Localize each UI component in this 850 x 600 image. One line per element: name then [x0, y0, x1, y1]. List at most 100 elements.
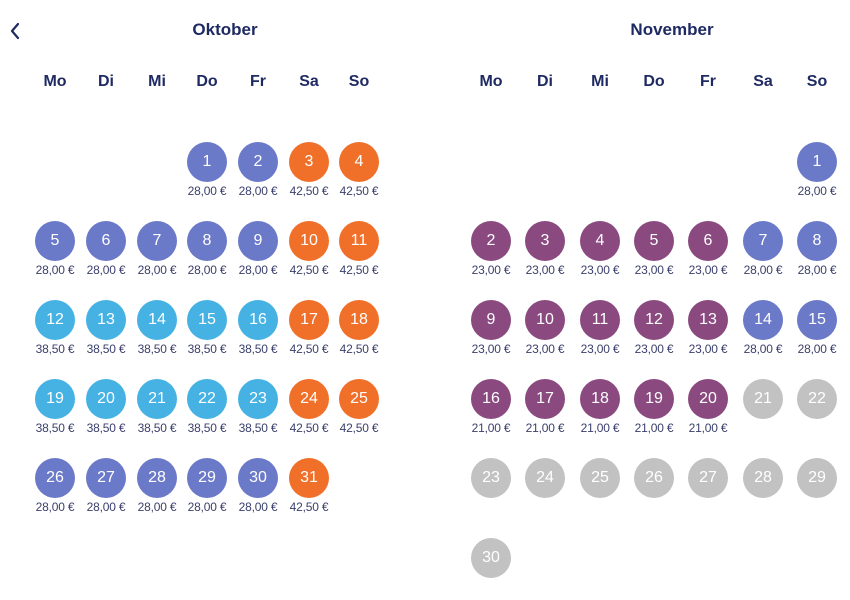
day-number: 25: [339, 379, 379, 419]
day-price: 23,00 €: [580, 342, 620, 356]
day-cell[interactable]: 3 42,50 €: [284, 142, 334, 204]
day-cell[interactable]: 28 28,00 €: [132, 458, 182, 520]
weekday-label: Sa: [753, 73, 773, 90]
day-cell[interactable]: 10 23,00 €: [520, 300, 570, 362]
day-cell[interactable]: 29 28,00 €: [182, 458, 232, 520]
day-price: 23,00 €: [580, 263, 620, 277]
day-price: 28,00 €: [238, 184, 278, 198]
weekday-label: Di: [537, 73, 553, 90]
day-price: 28,00 €: [797, 342, 837, 356]
weekday-label: Mo: [43, 73, 67, 90]
day-number: 11: [580, 300, 620, 340]
day-price: 23,00 €: [688, 263, 728, 277]
day-cell[interactable]: 15 28,00 €: [792, 300, 842, 362]
day-price: 28,00 €: [238, 500, 278, 514]
day-number: 17: [525, 379, 565, 419]
day-cell[interactable]: 22 38,50 €: [182, 379, 232, 441]
weekday-label: Mi: [148, 73, 166, 90]
day-cell[interactable]: 1 28,00 €: [792, 142, 842, 204]
day-number: 1: [187, 142, 227, 182]
weekday-label: Sa: [299, 73, 319, 90]
day-price: 28,00 €: [797, 184, 837, 198]
day-cell[interactable]: 13 23,00 €: [683, 300, 733, 362]
day-cell[interactable]: 16 21,00 €: [466, 379, 516, 441]
day-cell[interactable]: 9 23,00 €: [466, 300, 516, 362]
day-number: 10: [525, 300, 565, 340]
day-number: 14: [743, 300, 783, 340]
weekday-label: So: [806, 73, 828, 90]
day-cell[interactable]: 13 38,50 €: [81, 300, 131, 362]
day-cell[interactable]: 7 28,00 €: [132, 221, 182, 283]
day-cell[interactable]: 20 21,00 €: [683, 379, 733, 441]
day-cell[interactable]: 14 38,50 €: [132, 300, 182, 362]
day-price: 21,00 €: [634, 421, 674, 435]
weekday-label: So: [348, 73, 370, 90]
day-price: 28,00 €: [137, 500, 177, 514]
weekday-label: Mi: [591, 73, 609, 90]
day-number: 26: [35, 458, 75, 498]
day-cell[interactable]: 26 28,00 €: [30, 458, 80, 520]
day-number: 23: [238, 379, 278, 419]
day-number: 30: [471, 538, 511, 578]
day-price: 21,00 €: [580, 421, 620, 435]
day-price: 38,50 €: [187, 421, 227, 435]
day-number: 22: [797, 379, 837, 419]
day-cell[interactable]: 19 38,50 €: [30, 379, 80, 441]
day-cell[interactable]: 17 42,50 €: [284, 300, 334, 362]
day-price: 28,00 €: [187, 263, 227, 277]
day-cell[interactable]: 1 28,00 €: [182, 142, 232, 204]
day-cell[interactable]: 3 23,00 €: [520, 221, 570, 283]
day-number: 13: [688, 300, 728, 340]
day-price: 28,00 €: [743, 342, 783, 356]
prev-month-button[interactable]: [4, 18, 26, 44]
day-cell[interactable]: 8 28,00 €: [182, 221, 232, 283]
day-number: 24: [525, 458, 565, 498]
day-cell[interactable]: 2 23,00 €: [466, 221, 516, 283]
day-cell[interactable]: 9 28,00 €: [233, 221, 283, 283]
day-number: 1: [797, 142, 837, 182]
day-cell: 26: [629, 458, 679, 520]
day-cell[interactable]: 16 38,50 €: [233, 300, 283, 362]
day-cell[interactable]: 17 21,00 €: [520, 379, 570, 441]
day-cell[interactable]: 18 21,00 €: [575, 379, 625, 441]
day-cell[interactable]: 4 23,00 €: [575, 221, 625, 283]
day-cell[interactable]: 14 28,00 €: [738, 300, 788, 362]
day-cell[interactable]: 11 23,00 €: [575, 300, 625, 362]
day-price: 28,00 €: [35, 500, 75, 514]
day-cell[interactable]: 23 38,50 €: [233, 379, 283, 441]
day-cell[interactable]: 18 42,50 €: [334, 300, 384, 362]
weekday-label: Do: [196, 73, 218, 90]
day-number: 29: [797, 458, 837, 498]
day-cell[interactable]: 27 28,00 €: [81, 458, 131, 520]
day-cell[interactable]: 21 38,50 €: [132, 379, 182, 441]
day-cell[interactable]: 15 38,50 €: [182, 300, 232, 362]
day-number: 6: [86, 221, 126, 261]
day-cell[interactable]: 31 42,50 €: [284, 458, 334, 520]
day-number: 28: [137, 458, 177, 498]
day-price: 28,00 €: [86, 263, 126, 277]
day-cell[interactable]: 12 38,50 €: [30, 300, 80, 362]
day-cell[interactable]: 6 23,00 €: [683, 221, 733, 283]
day-number: 18: [339, 300, 379, 340]
day-cell[interactable]: 12 23,00 €: [629, 300, 679, 362]
day-cell[interactable]: 2 28,00 €: [233, 142, 283, 204]
day-cell[interactable]: 5 23,00 €: [629, 221, 679, 283]
day-cell[interactable]: 24 42,50 €: [284, 379, 334, 441]
day-number: 5: [634, 221, 674, 261]
day-cell[interactable]: 8 28,00 €: [792, 221, 842, 283]
day-cell[interactable]: 6 28,00 €: [81, 221, 131, 283]
day-cell[interactable]: 30 28,00 €: [233, 458, 283, 520]
day-price: 38,50 €: [86, 342, 126, 356]
day-cell[interactable]: 11 42,50 €: [334, 221, 384, 283]
day-cell[interactable]: 7 28,00 €: [738, 221, 788, 283]
day-cell[interactable]: 25 42,50 €: [334, 379, 384, 441]
day-number: 6: [688, 221, 728, 261]
day-price: 28,00 €: [187, 500, 227, 514]
day-number: 15: [187, 300, 227, 340]
day-cell[interactable]: 10 42,50 €: [284, 221, 334, 283]
day-cell[interactable]: 5 28,00 €: [30, 221, 80, 283]
day-cell[interactable]: 19 21,00 €: [629, 379, 679, 441]
day-number: 16: [238, 300, 278, 340]
day-cell[interactable]: 4 42,50 €: [334, 142, 384, 204]
day-cell[interactable]: 20 38,50 €: [81, 379, 131, 441]
